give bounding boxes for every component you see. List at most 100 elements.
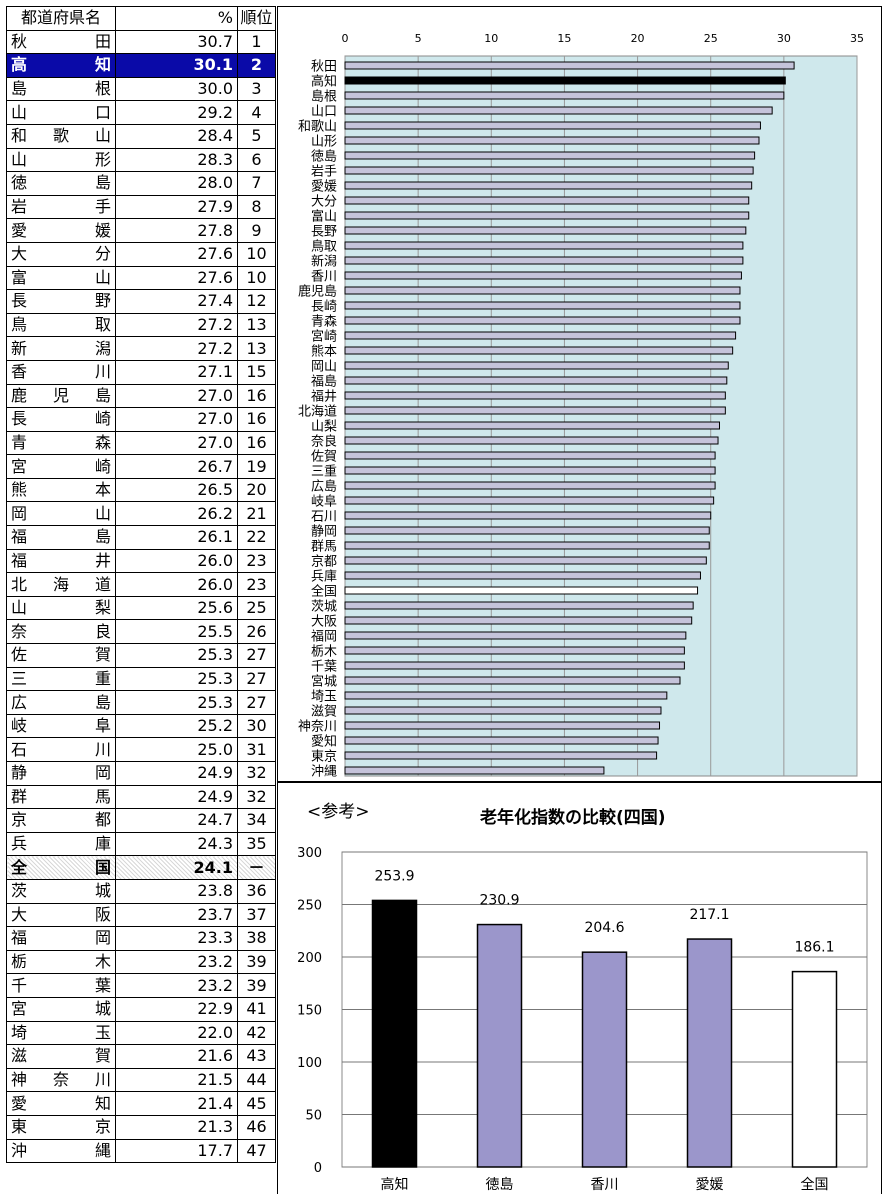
bar [791,970,838,1168]
bar [344,226,747,235]
rank-value: 47 [237,1138,276,1164]
category-label: 大阪 [311,615,337,630]
table-row: 徳島 28.0 7 [6,171,276,196]
category-label: 兵庫 [311,570,337,585]
rank-value: 37 [237,902,276,928]
rank-value: － [237,855,276,880]
percent-value: 26.7 [115,454,238,479]
percent-value: 23.2 [115,973,238,998]
table-row: 宮崎 26.7 19 [6,454,276,479]
percent-value: 30.7 [115,29,238,55]
percent-value: 22.9 [115,996,238,1022]
y-tick-label: 300 [297,846,322,861]
prefecture-name: 宮崎 [6,454,116,479]
percent-value: 21.6 [115,1044,238,1069]
percent-value: 26.0 [115,548,238,574]
table-row: 愛知 21.4 45 [6,1091,276,1116]
y-tick-label: 150 [297,1004,322,1019]
bar [344,736,659,745]
table-row: 北海道 26.0 23 [6,572,276,597]
data-label: 204.6 [584,920,624,936]
category-label: 茨城 [311,600,337,615]
prefecture-name: 岩手 [6,194,116,220]
percent-value: 26.5 [115,477,238,503]
header-percent: % [115,6,238,31]
table-row: 大分 27.6 10 [6,241,276,267]
bar [344,331,737,340]
percent-value: 22.0 [115,1020,238,1046]
category-label: 三重 [311,464,337,480]
category-label: 愛知 [311,734,337,750]
bar [344,136,760,145]
table-row: 東京 21.3 46 [6,1114,276,1140]
percent-value: 28.3 [115,147,238,173]
prefecture-table: 都道府県名 % 順位 秋田 30.7 1 高知 30.1 2 島根 30.0 3 山口 29.2 4 和… [6,6,276,1164]
table-row: 青森 27.0 16 [6,430,276,456]
table-row: 広島 25.3 27 [6,690,276,715]
prefecture-name: 香川 [6,359,116,385]
percent-value: 28.4 [115,123,238,149]
percent-value: 24.1 [115,855,238,880]
category-label: 沖縄 [311,765,337,780]
percent-value: 21.5 [115,1067,238,1093]
rank-value: 45 [237,1091,276,1116]
bar [344,106,773,115]
prefecture-name: 東京 [6,1114,116,1140]
table-row: 大阪 23.7 37 [6,902,276,928]
rank-value: 26 [237,619,276,645]
data-label: 217.1 [689,907,729,923]
prefecture-name: 全国 [6,855,116,880]
table-row: 岐阜 25.2 30 [6,713,276,739]
category-label: 岐阜 [311,494,337,510]
category-label: 埼玉 [311,690,337,705]
percent-value: 27.4 [115,289,238,314]
bar [344,211,750,220]
rank-value: 4 [237,100,276,125]
category-label: 栃木 [311,645,337,660]
bar [344,421,720,430]
bar [344,571,701,580]
x-tick-label: 35 [850,32,864,45]
bar [344,346,734,355]
prefecture-name: 新潟 [6,336,116,361]
category-label: 滋賀 [311,705,337,720]
bar [344,511,712,520]
bar [581,951,628,1168]
rank-value: 16 [237,430,276,456]
bar [344,286,741,295]
category-label: 福島 [311,375,337,390]
category-label: 全国 [311,584,337,600]
category-label: 高知 [381,1176,409,1193]
rank-value: 31 [237,737,276,762]
table-row: 埼玉 22.0 42 [6,1020,276,1046]
bar [344,406,726,415]
y-tick-label: 200 [297,951,322,966]
percent-value: 26.1 [115,525,238,550]
table-row: 新潟 27.2 13 [6,336,276,361]
table-row: 三重 25.3 27 [6,666,276,692]
percent-value: 27.2 [115,336,238,361]
prefecture-name: 和歌山 [6,123,116,149]
prefecture-name: 山形 [6,147,116,173]
vertical-chart-frame [277,782,882,1194]
bar [344,241,744,250]
table-header-row: 都道府県名 % 順位 [6,6,276,31]
rank-value: 12 [237,289,276,314]
table-row: 和歌山 28.4 5 [6,123,276,149]
category-label: 徳島 [311,150,337,165]
bar [344,751,658,760]
rank-value: 2 [237,53,276,78]
category-label: 奈良 [311,434,337,450]
prefecture-name: 沖縄 [6,1138,116,1164]
bar [344,661,685,670]
table-row: 福井 26.0 23 [6,548,276,574]
percent-value: 21.4 [115,1091,238,1116]
category-label: 大分 [311,195,337,210]
rank-value: 16 [237,383,276,409]
table-row: 福島 26.1 22 [6,525,276,550]
rank-value: 6 [237,147,276,173]
percent-value: 27.6 [115,265,238,291]
rank-value: 20 [237,477,276,503]
table-row: 高知 30.1 2 [6,53,276,78]
bar [344,466,716,475]
